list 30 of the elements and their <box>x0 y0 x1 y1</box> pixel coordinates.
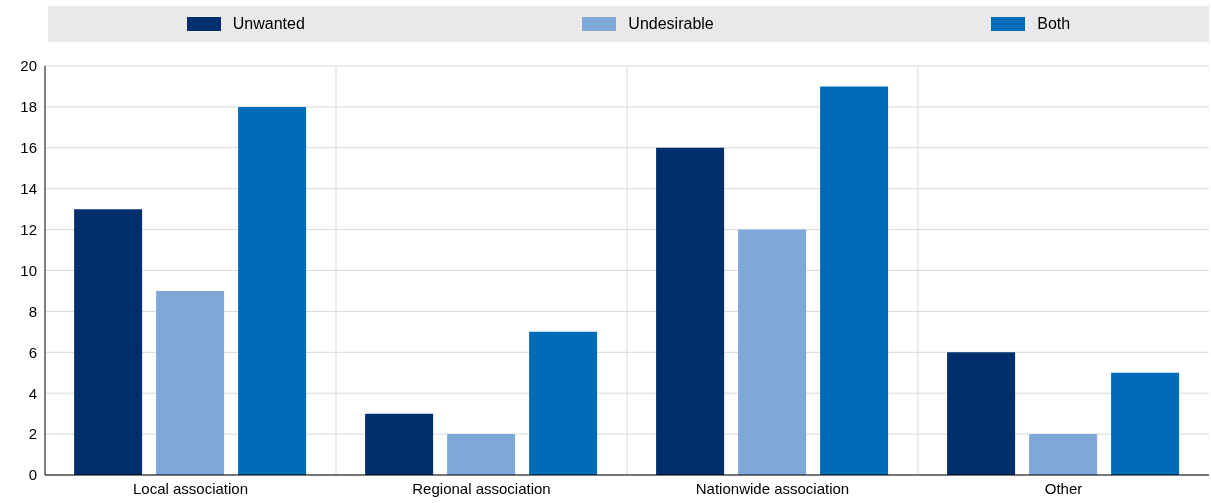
bar <box>1111 372 1180 475</box>
x-tick-label: Nationwide association <box>695 479 850 497</box>
x-tick-label: Other <box>1044 479 1083 497</box>
bar <box>156 290 225 475</box>
bar <box>365 413 434 475</box>
x-tick-label: Local association <box>132 479 249 497</box>
bar <box>74 209 143 475</box>
bar <box>947 352 1016 475</box>
y-tick-label: 12 <box>20 220 37 238</box>
bar <box>1029 434 1098 475</box>
y-tick-label: 6 <box>28 343 37 361</box>
y-tick-label: 8 <box>28 302 37 320</box>
legend-label: Both <box>1037 15 1071 33</box>
y-tick-label: 20 <box>20 57 37 75</box>
y-tick-label: 0 <box>28 466 37 484</box>
bar <box>238 106 307 475</box>
bar <box>820 86 889 475</box>
bar <box>656 147 725 475</box>
bar <box>529 331 598 475</box>
bar <box>447 434 516 475</box>
bar <box>738 229 807 475</box>
y-tick-label: 14 <box>20 180 37 198</box>
y-tick-label: 18 <box>20 98 37 116</box>
y-tick-label: 2 <box>28 425 37 443</box>
legend-label: Undesirable <box>628 15 714 33</box>
legend-label: Unwanted <box>232 15 305 33</box>
y-tick-label: 4 <box>28 384 37 402</box>
y-tick-label: 10 <box>20 261 37 279</box>
y-tick-label: 16 <box>20 139 37 157</box>
x-tick-label: Regional association <box>412 479 551 497</box>
